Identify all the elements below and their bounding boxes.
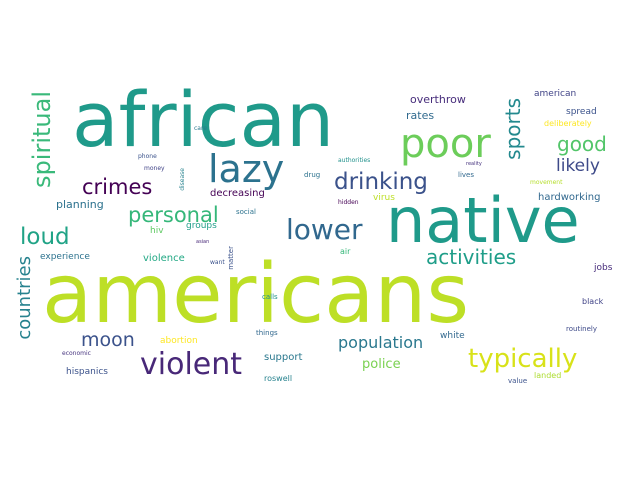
word-activities: activities	[426, 245, 517, 269]
word-violence: violence	[143, 253, 185, 264]
word-social: social	[236, 208, 256, 216]
word-personal: personal	[128, 203, 219, 227]
word-care: care	[194, 125, 208, 132]
word-want: want	[210, 259, 225, 266]
word-countries: countries	[14, 256, 35, 340]
word-movement: movement	[530, 179, 563, 186]
word-rates: rates	[406, 109, 435, 122]
word-spiritual: spiritual	[28, 91, 56, 188]
word-experience: experience	[40, 252, 90, 262]
word-things: things	[256, 329, 278, 337]
word-planning: planning	[56, 198, 104, 211]
word-hiv: hiv	[150, 226, 164, 236]
word-lower: lower	[286, 213, 363, 246]
word-matter: matter	[227, 246, 235, 270]
word-routinely: routinely	[566, 325, 597, 333]
word-likely: likely	[556, 156, 600, 176]
word-hispanics: hispanics	[66, 367, 108, 377]
word-virus: virus	[373, 193, 395, 203]
word-violent: violent	[140, 347, 243, 382]
word-economic: economic	[62, 350, 91, 357]
word-support: support	[264, 352, 303, 363]
word-lives: lives	[458, 171, 474, 179]
word-landed: landed	[534, 371, 562, 380]
word-sports: sports	[501, 98, 525, 160]
word-jobs: jobs	[594, 263, 613, 273]
word-americans: americans	[42, 247, 470, 342]
word-african: african	[72, 75, 335, 164]
word-native: native	[386, 184, 580, 257]
word-value: value	[508, 377, 528, 385]
word-decreasing: decreasing	[210, 188, 265, 199]
word-roswell: roswell	[264, 374, 293, 383]
word-black: black	[582, 297, 604, 306]
word-typically: typically	[468, 344, 578, 374]
word-air: air	[340, 247, 351, 256]
word-calls: calls	[262, 293, 278, 301]
word-abortion: abortion	[160, 336, 198, 346]
word-crimes: crimes	[82, 175, 153, 199]
word-asian: asian	[196, 239, 210, 245]
word-white: white	[440, 331, 465, 341]
word-population: population	[338, 333, 424, 352]
word-hardworking: hardworking	[538, 192, 601, 203]
word-hidden: hidden	[338, 199, 359, 206]
word-loud: loud	[20, 224, 70, 250]
word-poor: poor	[400, 121, 491, 167]
word-money: money	[144, 165, 165, 172]
word-spread: spread	[566, 107, 597, 117]
word-reality: reality	[466, 161, 482, 167]
word-moon: moon	[81, 329, 135, 351]
word-lazy: lazy	[208, 147, 285, 191]
word-groups: groups	[186, 221, 217, 231]
word-drinking: drinking	[334, 169, 428, 195]
word-disease: disease	[179, 168, 186, 191]
word-overthrow: overthrow	[410, 93, 466, 106]
word-american: american	[534, 89, 577, 99]
word-police: police	[362, 357, 401, 372]
word-phone: phone	[138, 153, 157, 160]
word-deliberately: deliberately	[544, 119, 592, 128]
word-good: good	[557, 132, 607, 156]
word-authorities: authorities	[338, 157, 371, 164]
word-drug: drug	[304, 171, 321, 179]
